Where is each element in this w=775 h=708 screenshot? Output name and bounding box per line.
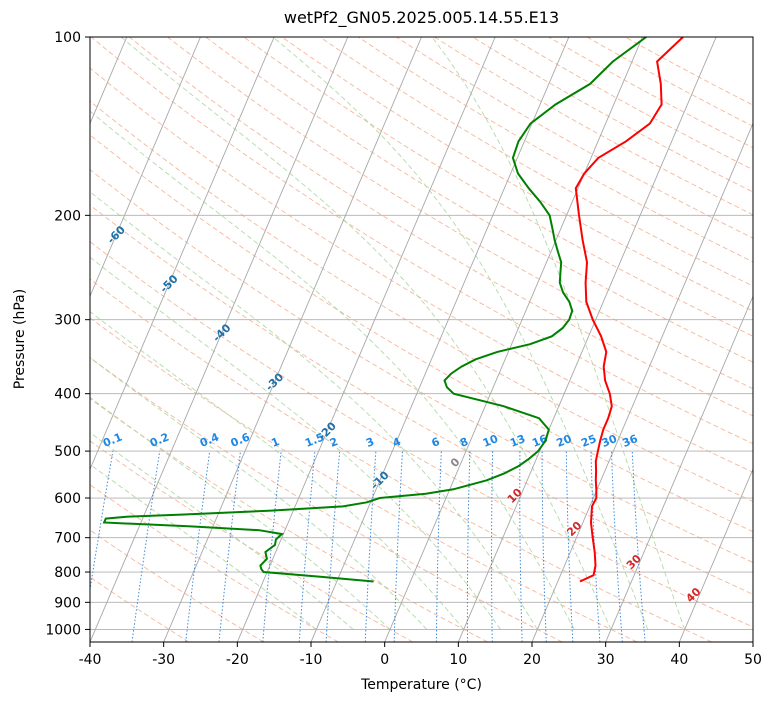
dry-adiabat	[90, 440, 414, 642]
moist-adiabat	[90, 357, 428, 630]
temperature-profile	[574, 37, 684, 583]
y-tick-label: 800	[54, 565, 81, 581]
mixing-ratio-line	[393, 451, 403, 642]
isotherm-label: -70	[52, 174, 75, 197]
y-tick-label: 900	[54, 595, 81, 611]
dry-adiabat	[91, 37, 753, 445]
isotherm-line	[163, 37, 422, 642]
x-tick-label: -20	[226, 652, 249, 668]
mixing-ratio-line	[218, 451, 241, 642]
dry-adiabat	[510, 37, 753, 171]
mixing-ratio-label: 20	[555, 432, 574, 450]
mixing-ratio-label: 8	[458, 435, 470, 450]
dewpoint-profile	[102, 37, 647, 583]
dry-adiabat	[243, 37, 753, 337]
dry-adiabat	[472, 37, 753, 193]
mixing-ratio-line	[262, 451, 282, 642]
isotherm-line	[90, 37, 349, 642]
mixing-ratio-line	[519, 451, 523, 642]
isotherm-line	[384, 37, 643, 642]
mixing-ratio-label: 30	[600, 432, 619, 450]
mixing-ratio-label: 10	[481, 432, 500, 450]
y-tick-label: 700	[54, 531, 81, 547]
isotherm-line	[90, 37, 275, 471]
dry-adiabat	[90, 278, 712, 642]
dry-adiabat	[90, 134, 753, 533]
mixing-ratio-line	[325, 451, 341, 642]
mixing-ratio-label: 13	[508, 432, 527, 450]
mixing-ratio-label: 36	[621, 432, 640, 450]
dry-adiabat	[90, 67, 753, 473]
x-tick-label: 10	[449, 652, 467, 668]
moist-adiabat	[120, 37, 612, 630]
dry-adiabat	[90, 484, 339, 642]
dry-adiabat	[205, 37, 753, 363]
x-tick-label: 30	[597, 652, 615, 668]
isotherm-line	[531, 122, 753, 642]
x-tick-label: 0	[380, 652, 389, 668]
y-tick-label: 1000	[45, 622, 81, 638]
x-axis-label: Temperature (°C)	[361, 677, 482, 693]
mixing-ratio-label: 25	[579, 432, 598, 450]
mixing-ratio-line	[565, 451, 574, 642]
mixing-ratio-label: 3	[364, 435, 376, 450]
dry-adiabat	[396, 37, 753, 239]
y-tick-label: 200	[54, 208, 81, 224]
isotherm-line	[605, 295, 753, 642]
moist-adiabat	[90, 431, 354, 630]
isotherm-line	[752, 640, 753, 642]
x-tick-label: 50	[744, 652, 762, 668]
dry-adiabat	[281, 37, 753, 312]
x-tick-label: -30	[152, 652, 175, 668]
mixing-ratio-line	[611, 451, 623, 642]
isotherm-line	[457, 37, 717, 642]
dry-adiabat	[129, 37, 753, 417]
y-tick-label: 600	[54, 491, 81, 507]
chart-title: wetPf2_GN05.2025.005.14.55.E13	[283, 8, 560, 27]
isotherm-label: -80	[0, 125, 23, 148]
y-axis-label: Pressure (hPa)	[12, 288, 28, 390]
mixing-ratio-label: 2	[328, 435, 340, 450]
y-tick-label: 500	[54, 444, 81, 460]
y-tick-label: 100	[54, 30, 81, 46]
mixing-ratio-line	[631, 451, 646, 642]
moist-adiabat	[90, 463, 317, 630]
dry-adiabat	[90, 169, 753, 563]
x-tick-label: -40	[79, 652, 102, 668]
isotherm-line	[90, 37, 201, 298]
x-tick-label: 20	[523, 652, 541, 668]
dry-adiabat	[90, 317, 638, 642]
isotherm-line	[236, 37, 496, 642]
dry-adiabat	[167, 37, 753, 390]
mixing-ratio-label: 16	[530, 432, 549, 450]
isotherm-line	[310, 37, 570, 642]
mixing-ratio-line	[435, 451, 442, 642]
mixing-ratio-label: 1	[269, 435, 281, 450]
isotherm-line	[678, 467, 753, 642]
mixing-ratio-line	[298, 451, 316, 642]
dry-adiabat	[90, 204, 753, 595]
moist-adiabat	[90, 256, 501, 630]
mixing-ratio-line	[541, 451, 547, 642]
y-tick-label: 400	[54, 387, 81, 403]
y-tick-label: 300	[54, 313, 81, 329]
mixing-ratio-line	[466, 451, 471, 642]
mixing-ratio-line	[364, 451, 377, 642]
dry-adiabat	[548, 37, 753, 149]
x-tick-label: 40	[670, 652, 688, 668]
x-tick-label: -10	[300, 652, 323, 668]
dry-adiabat	[90, 241, 753, 628]
mixing-ratio-line	[491, 451, 494, 642]
dry-adiabat	[90, 529, 264, 642]
moist-adiabat	[431, 37, 686, 630]
moist-adiabat	[272, 37, 649, 630]
